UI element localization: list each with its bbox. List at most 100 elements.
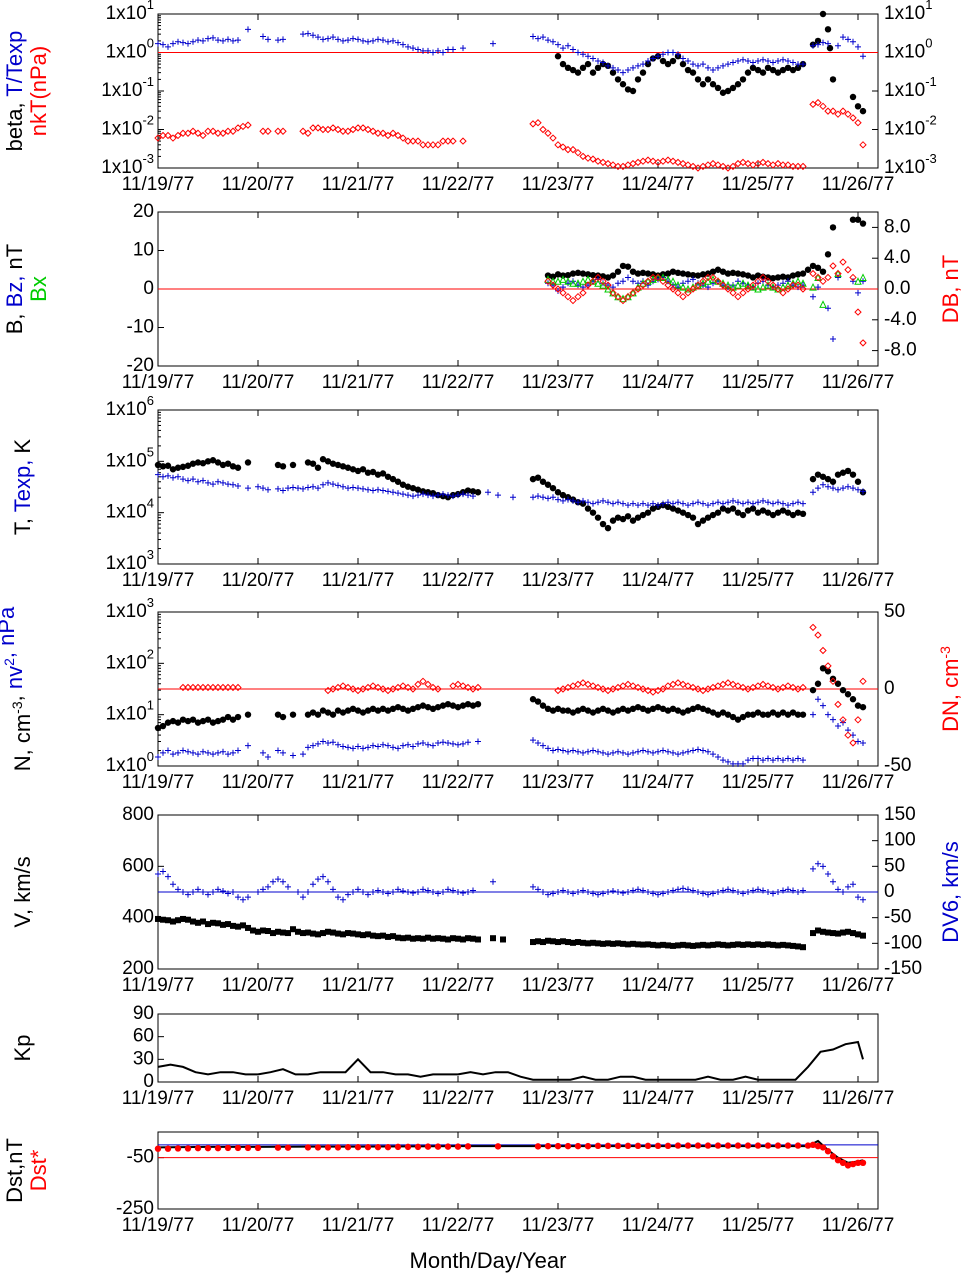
- data-point-nkT: [209, 127, 217, 135]
- data-point-B: [699, 271, 707, 278]
- data-point-B: [829, 224, 837, 231]
- data-point-N: [409, 705, 417, 713]
- data-point-DV6: [280, 878, 286, 885]
- data-point-nv2: [635, 748, 641, 755]
- data-point-T: [464, 487, 472, 494]
- data-point-Texp: [855, 486, 861, 493]
- data-point-DB: [554, 285, 562, 293]
- data-point-DN: [634, 683, 642, 692]
- data-point-nv2: [780, 757, 786, 764]
- data-point-Bx: [734, 281, 742, 289]
- data-point-Texp: [180, 476, 186, 483]
- data-point-DB: [654, 273, 662, 282]
- data-point-B: [824, 251, 832, 258]
- data-point-nv2: [710, 751, 716, 758]
- data-point-Texp: [275, 485, 281, 492]
- data-point-nv2: [160, 749, 166, 756]
- data-point-DV6: [490, 878, 496, 885]
- data-point-Texp: [415, 492, 421, 499]
- data-point-B: [734, 270, 742, 277]
- data-point-Texp: [230, 481, 236, 488]
- data-point-N: [534, 698, 542, 705]
- data-point-Texp: [245, 485, 251, 492]
- data-point-V: [705, 942, 711, 949]
- data-point-N: [544, 705, 552, 713]
- data-point-T: [544, 481, 552, 488]
- data-point-B: [684, 271, 692, 278]
- y-tick-label: 8.0: [884, 216, 910, 237]
- data-point-nv2: [210, 751, 216, 758]
- data-point-nv2: [415, 740, 421, 747]
- data-point-Texp: [595, 499, 601, 506]
- data-point-Texp: [700, 500, 706, 507]
- data-point-B: [764, 274, 772, 281]
- data-point-DstStar: [254, 1144, 262, 1152]
- data-point-DB: [859, 339, 867, 347]
- data-point-Texp: [165, 472, 171, 479]
- data-point-T: [669, 505, 677, 512]
- data-point-DV6: [385, 890, 391, 897]
- data-point-N: [529, 696, 537, 703]
- x-tick-label: 11/25/77: [722, 174, 795, 195]
- data-point-V: [770, 941, 776, 948]
- data-point-DN: [419, 677, 427, 686]
- y-tick-label: 90: [133, 1003, 154, 1024]
- data-point-N: [159, 722, 167, 730]
- data-point-DB: [694, 281, 702, 289]
- data-point-Texp: [255, 483, 261, 490]
- data-point-V: [270, 930, 276, 937]
- y-tick-label: -50: [127, 1147, 154, 1168]
- data-point-Texp: [665, 499, 671, 506]
- data-point-nkT: [819, 102, 827, 111]
- data-point-beta: [759, 69, 767, 76]
- x-tick-label: 11/24/77: [622, 1215, 695, 1236]
- data-point-B: [729, 269, 737, 277]
- data-point-DstStar: [634, 1142, 642, 1150]
- data-point-T: [649, 505, 657, 512]
- data-point-Bx: [669, 277, 677, 285]
- data-point-DV6: [390, 889, 396, 895]
- data-point-DV6: [235, 894, 241, 901]
- data-point-B: [614, 268, 622, 275]
- data-point-T: [209, 457, 217, 464]
- data-point-Bx: [564, 277, 572, 285]
- data-point-beta: [819, 10, 827, 18]
- data-point-beta: [744, 69, 752, 76]
- y-axis-title: Dst,nT: [2, 1138, 27, 1203]
- data-point-T: [549, 484, 557, 492]
- data-point-N: [709, 709, 717, 716]
- data-point-T: [374, 471, 382, 478]
- data-point-V: [175, 917, 181, 924]
- data-point-T: [799, 510, 807, 518]
- data-point-DB: [714, 277, 722, 286]
- data-point-DB: [549, 281, 557, 289]
- data-point-V: [375, 933, 381, 940]
- data-point-V: [310, 930, 316, 937]
- data-point-DV6: [425, 887, 431, 894]
- data-point-beta: [574, 69, 582, 76]
- data-point-V: [830, 930, 836, 937]
- y-tick-label: 4.0: [884, 247, 910, 268]
- data-point-nkT: [339, 127, 347, 135]
- data-point-DstStar: [724, 1142, 732, 1149]
- data-point-V: [460, 936, 466, 943]
- data-point-DN: [789, 683, 797, 692]
- y-tick-label: 1x102: [106, 647, 154, 674]
- data-point-nv2: [835, 723, 841, 730]
- data-point-Texp: [455, 492, 461, 499]
- data-point-V: [575, 939, 581, 946]
- data-point-Bz: [620, 278, 626, 285]
- data-point-DV6: [450, 887, 456, 894]
- data-point-N: [194, 719, 202, 726]
- data-point-DN: [724, 679, 732, 687]
- data-point-Texp: [195, 478, 201, 485]
- data-point-T: [584, 505, 592, 512]
- data-point-nv2: [720, 757, 726, 764]
- data-point-texp_ratio: [615, 67, 621, 74]
- x-tick-label: 11/24/77: [622, 975, 695, 996]
- x-axis-title: Month/Day/Year: [409, 1248, 567, 1273]
- data-point-nv2: [235, 747, 241, 754]
- data-point-DV6: [735, 889, 741, 895]
- data-point-Bz: [830, 336, 836, 343]
- data-point-T: [219, 461, 227, 469]
